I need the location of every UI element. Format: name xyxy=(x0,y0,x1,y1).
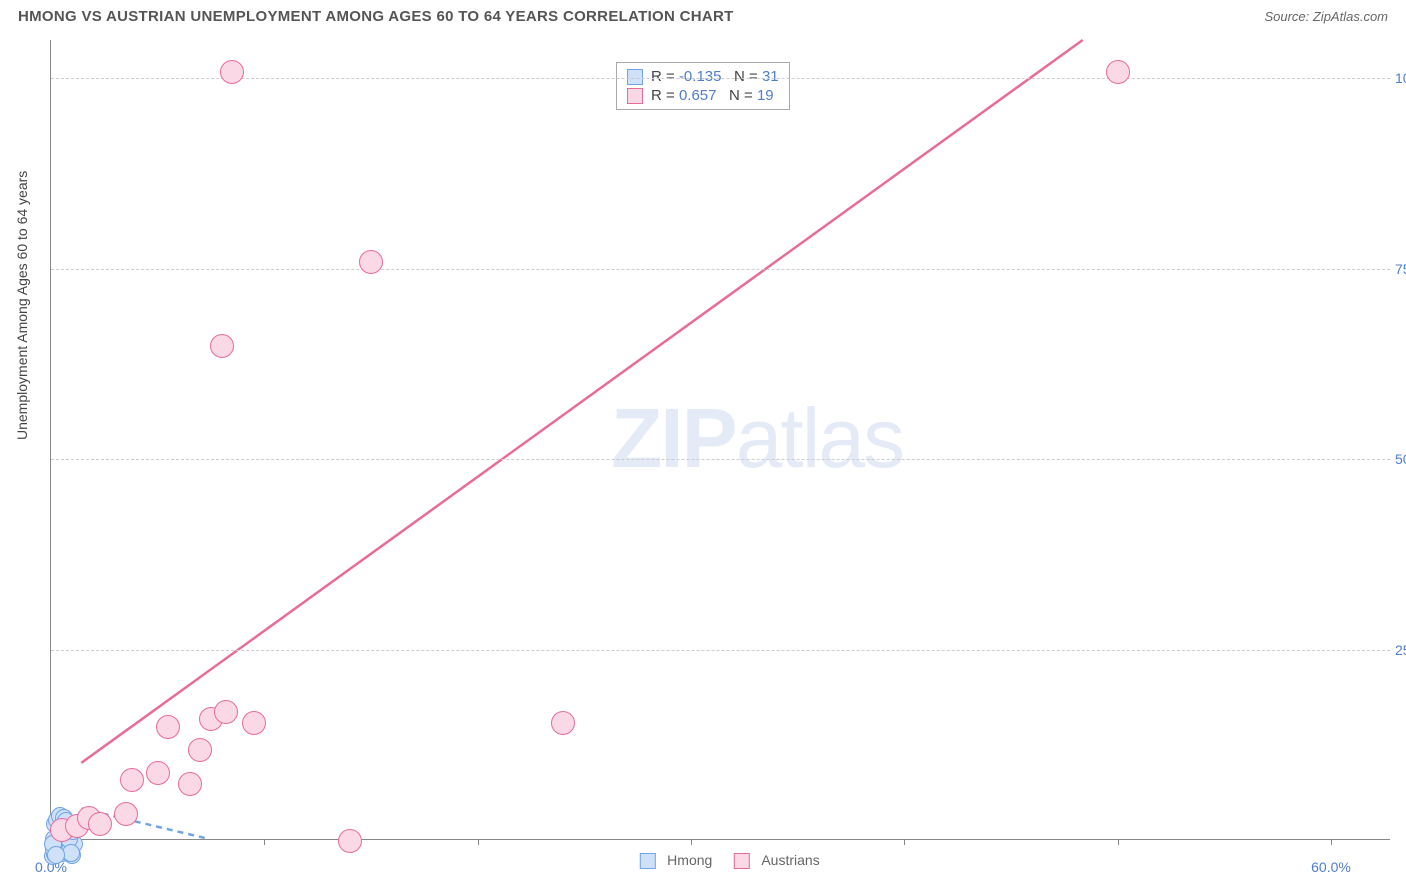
legend-label: Austrians xyxy=(758,852,819,868)
data-point xyxy=(214,700,238,724)
y-tick-label: 50.0% xyxy=(1395,451,1406,467)
legend: Hmong Austrians xyxy=(621,852,819,869)
stats-row: R = -0.135 N = 31 xyxy=(627,67,779,86)
data-point xyxy=(146,761,170,785)
data-point xyxy=(156,715,180,739)
data-point xyxy=(359,250,383,274)
legend-swatch xyxy=(639,853,655,869)
data-point xyxy=(188,738,212,762)
x-tick xyxy=(904,839,905,845)
x-tick xyxy=(1118,839,1119,845)
x-tick xyxy=(691,839,692,845)
x-tick-label: 60.0% xyxy=(1311,859,1351,875)
x-tick xyxy=(264,839,265,845)
chart-title: HMONG VS AUSTRIAN UNEMPLOYMENT AMONG AGE… xyxy=(18,8,734,25)
y-tick-label: 75.0% xyxy=(1395,261,1406,277)
data-point xyxy=(120,768,144,792)
correlation-stats-box: R = -0.135 N = 31R = 0.657 N = 19 xyxy=(616,62,790,110)
data-point xyxy=(88,812,112,836)
data-point xyxy=(551,711,575,735)
data-point xyxy=(220,60,244,84)
watermark: ZIPatlas xyxy=(611,390,903,487)
gridline xyxy=(51,459,1390,460)
source-attribution: Source: ZipAtlas.com xyxy=(1264,9,1388,24)
data-point xyxy=(1106,60,1130,84)
data-point xyxy=(242,711,266,735)
gridline xyxy=(51,650,1390,651)
x-tick xyxy=(478,839,479,845)
scatter-chart: ZIPatlas R = -0.135 N = 31R = 0.657 N = … xyxy=(50,40,1390,840)
data-point xyxy=(210,334,234,358)
y-axis-label: Unemployment Among Ages 60 to 64 years xyxy=(14,171,30,440)
data-point xyxy=(178,772,202,796)
legend-swatch xyxy=(734,853,750,869)
stats-row: R = 0.657 N = 19 xyxy=(627,86,779,105)
legend-label: Hmong xyxy=(663,852,716,868)
y-tick-label: 100.0% xyxy=(1395,70,1406,86)
data-point xyxy=(114,802,138,826)
gridline xyxy=(51,269,1390,270)
data-point xyxy=(47,846,65,864)
y-tick-label: 25.0% xyxy=(1395,642,1406,658)
data-point xyxy=(338,829,362,853)
x-tick xyxy=(1331,839,1332,845)
gridline xyxy=(51,78,1390,79)
